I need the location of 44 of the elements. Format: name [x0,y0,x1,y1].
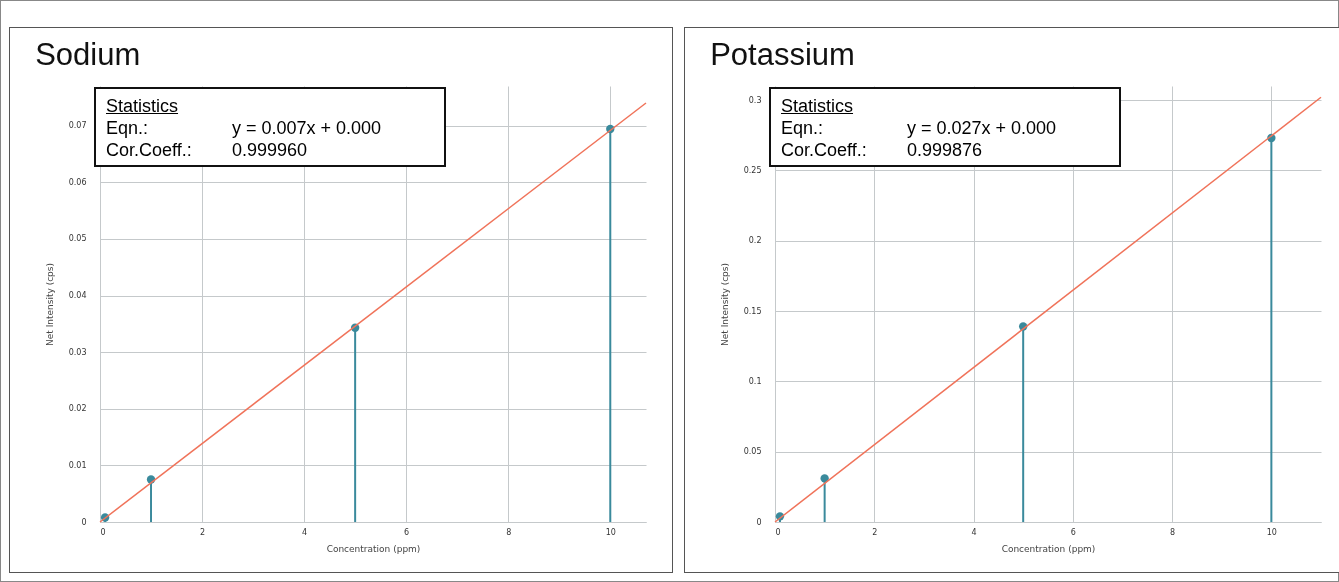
x-tick-label: 2 [872,527,878,537]
annotation: Statistics [781,95,855,117]
y-tick-label: 0.25 [743,165,762,175]
x-tick-label: 6 [1070,527,1076,537]
x-tick-label: 0 [775,527,781,537]
annotation: Statistics [106,95,180,117]
chart-title: Sodium [35,37,141,72]
annotation: Cor.Coeff.: [106,139,193,161]
y-tick-label: 0.04 [68,291,87,301]
x-tick-label: 6 [404,527,410,537]
x-tick-label: 0 [100,527,106,537]
x-tick-label: 10 [605,527,616,537]
y-axis-title: Net Intensity (cps) [719,262,730,347]
x-tick-label: 4 [971,527,977,537]
x-tick-label: 10 [1266,527,1277,537]
y-tick-label: 0.2 [748,236,762,246]
y-axis-title: Net Intensity (cps) [44,262,55,347]
annotation: 0.999960 [232,139,308,161]
y-tick-label: 0 [81,517,87,527]
x-axis-title: Concentration (ppm) [1001,543,1096,554]
y-tick-label: 0.1 [748,376,762,386]
y-tick-label: 0.07 [68,121,87,131]
y-tick-label: 0.15 [743,306,762,316]
point [820,474,829,483]
annotation: Cor.Coeff.: [781,139,868,161]
y-tick-label: 0.01 [68,460,87,470]
y-tick-label: 0.03 [68,347,87,357]
y-tick-label: 0.05 [68,234,87,244]
annotation: y = 0.027x + 0.000 [907,117,1057,139]
x-tick-label: 8 [506,527,512,537]
annotation: y = 0.007x + 0.000 [232,117,382,139]
x-tick-label: 4 [302,527,308,537]
y-tick-label: 0.3 [748,95,762,105]
x-tick-label: 2 [200,527,206,537]
chart-title: Potassium [710,37,855,72]
annotation: 0.999876 [907,139,983,161]
y-tick-label: 0.05 [743,447,762,457]
annotation: Eqn.: [781,117,825,139]
x-axis-title: Concentration (ppm) [326,543,421,554]
x-tick-label: 8 [1170,527,1176,537]
y-tick-label: 0 [756,517,762,527]
y-tick-label: 0.02 [68,404,87,414]
annotation: Eqn.: [106,117,150,139]
y-tick-label: 0.06 [68,177,87,187]
